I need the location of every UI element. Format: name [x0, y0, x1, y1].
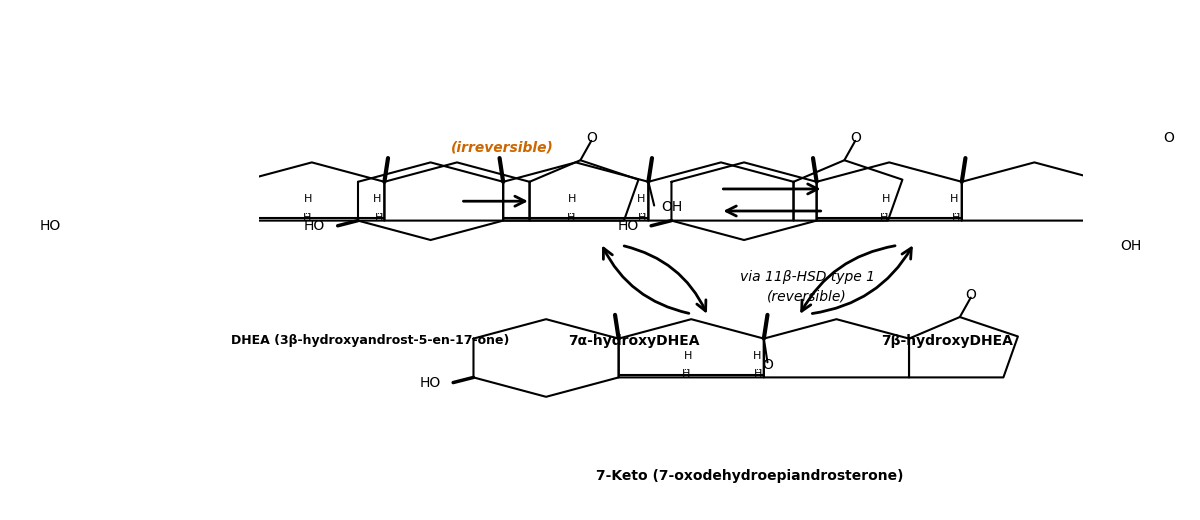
Text: H: H	[882, 194, 889, 204]
Text: Ḧ: Ḧ	[682, 369, 690, 380]
Text: Ḧ: Ḧ	[566, 213, 575, 223]
Text: Ḧ: Ḧ	[638, 213, 647, 223]
Text: O: O	[1163, 132, 1174, 146]
Text: H: H	[684, 351, 692, 361]
Text: 7-Keto (7-oxodehydroepiandrosterone): 7-Keto (7-oxodehydroepiandrosterone)	[595, 469, 904, 483]
Text: OH: OH	[661, 200, 683, 214]
Text: DHEA (3β-hydroxyandrost-5-en-17-one): DHEA (3β-hydroxyandrost-5-en-17-one)	[230, 334, 509, 347]
Text: H: H	[373, 194, 382, 204]
Text: Ḧ: Ḧ	[374, 213, 383, 223]
Text: O: O	[762, 358, 773, 372]
Text: Ḧ: Ḧ	[880, 213, 888, 223]
Text: 7α-hydroxyDHEA: 7α-hydroxyDHEA	[568, 334, 700, 348]
Text: Ḧ: Ḧ	[952, 213, 960, 223]
Text: H: H	[568, 194, 576, 204]
Text: Ḧ: Ḧ	[754, 369, 762, 380]
Text: O: O	[850, 132, 860, 146]
Text: 7β-hydroxyDHEA: 7β-hydroxyDHEA	[881, 334, 1013, 348]
Text: H: H	[304, 194, 312, 204]
Text: HO: HO	[618, 219, 638, 233]
Text: HO: HO	[40, 219, 61, 233]
Text: (irreversible): (irreversible)	[450, 140, 553, 154]
Text: via 11β-HSD type 1: via 11β-HSD type 1	[739, 270, 875, 284]
Text: H: H	[950, 194, 959, 204]
Text: H: H	[637, 194, 646, 204]
Text: (reversible): (reversible)	[767, 290, 847, 304]
Text: HO: HO	[420, 375, 440, 389]
Text: H: H	[752, 351, 761, 361]
Text: Ḧ: Ḧ	[302, 213, 311, 223]
Text: HO: HO	[304, 219, 325, 233]
Text: O: O	[586, 132, 596, 146]
Text: O: O	[965, 288, 976, 302]
Text: OH: OH	[1120, 239, 1141, 253]
